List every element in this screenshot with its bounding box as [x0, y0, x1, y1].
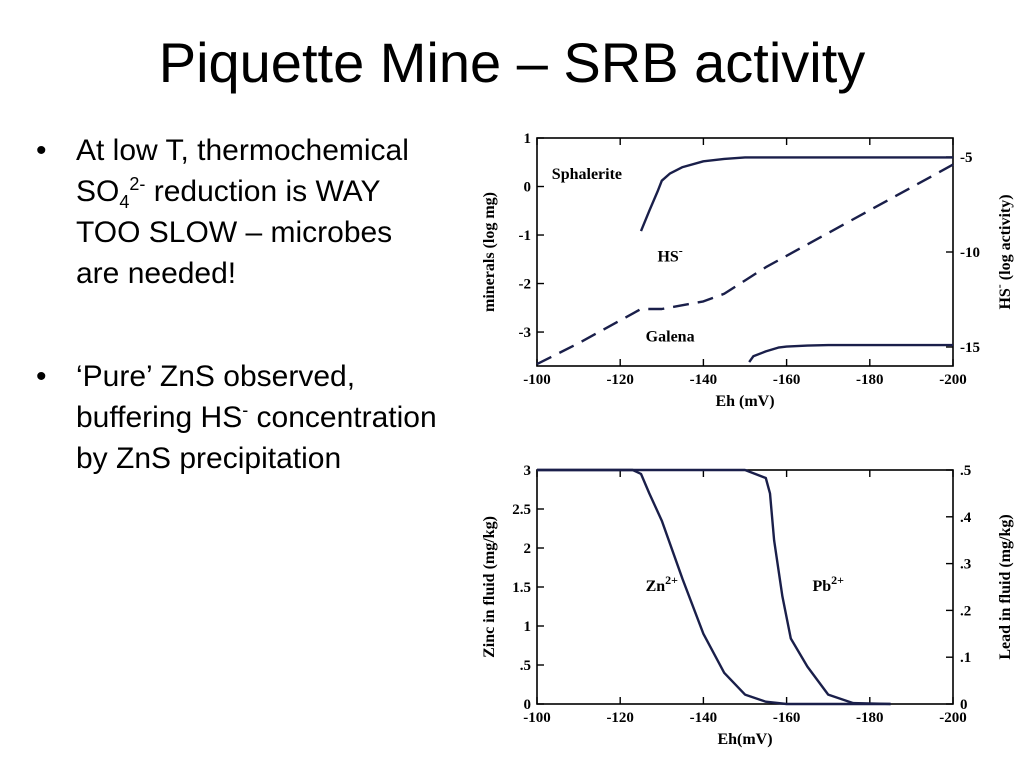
bullet-text-1: At low T, thermochemical SO42- reduction… [76, 134, 409, 290]
bullet-text-2: ‘Pure’ ZnS observed, buffering HS- conce… [76, 360, 437, 475]
series-annotation: Sphalerite [552, 166, 622, 183]
x-tick-label: -100 [523, 710, 551, 726]
x-tick-label: -200 [939, 372, 967, 388]
y-axis-label: minerals (log mg) [481, 192, 498, 312]
y2-tick-label: .3 [960, 557, 971, 573]
x-tick-label: -120 [606, 710, 634, 726]
x-tick-label: -140 [690, 710, 718, 726]
y2-tick-label: -10 [960, 245, 980, 261]
bullet-marker: • [36, 360, 47, 393]
bullet-item-2: • ‘Pure’ ZnS observed, buffering HS- con… [30, 356, 440, 479]
bullet-2-part1: ‘Pure’ ZnS observed, buffering HS [76, 360, 356, 434]
series-line-pb2- [537, 468, 891, 706]
x-tick-label: -200 [939, 710, 967, 726]
x-tick-label: -100 [523, 372, 551, 388]
y2-tick-label: 0 [960, 697, 968, 713]
y2-tick-label: .5 [960, 463, 971, 479]
y-tick-label: -1 [519, 228, 532, 244]
x-tick-label: -120 [606, 372, 634, 388]
x-tick-label: -180 [856, 710, 884, 726]
series-line-zn2- [537, 468, 891, 706]
eh-fluid-chart: -100 -120 -140 -160 -180 -20032.521.51.50.5.4… [481, 463, 1014, 748]
series-line-sphalerite [639, 156, 953, 232]
y-tick-label: -2 [519, 277, 532, 293]
y-tick-label: 3 [524, 463, 532, 479]
y2-axis-label: HS- (log activity) [992, 194, 1014, 309]
y2-tick-label: -15 [960, 340, 980, 356]
series-line-hs- [536, 163, 954, 366]
bullet-item-1: • At low T, thermochemical SO42- reducti… [30, 130, 440, 294]
y-tick-label: 2 [524, 541, 532, 557]
series-annotation: Galena [646, 329, 695, 346]
y-tick-label: .5 [520, 658, 531, 674]
y-axis-label: Zinc in fluid (mg/kg) [481, 516, 498, 658]
slide-title: Piquette Mine – SRB activity [158, 31, 866, 94]
y2-tick-label: .1 [960, 650, 971, 666]
y2-tick-label: -5 [960, 150, 973, 166]
bullet-2-superscript: - [242, 400, 249, 420]
y2-tick-label: .4 [960, 510, 972, 526]
y-tick-label: 0 [524, 180, 532, 196]
bullet-1-superscript: 2- [129, 174, 146, 194]
bullet-2-part2: concentration by ZnS precipitation [76, 401, 437, 475]
eh-minerals-chart: -100 -120 -140 -160 -180 -200 1 0 -1 -2 -3 -5 -10 -15… [481, 131, 1014, 410]
bullet-1-part1: At low T, thermochemical SO [76, 134, 409, 208]
y-tick-label: 1 [524, 131, 532, 147]
y-tick-label: 1 [524, 619, 532, 635]
bullet-1-subscript: 4 [119, 192, 130, 212]
series-annotation: HS- [657, 244, 682, 266]
bullet-list: • At low T, thermochemical SO42- reducti… [30, 130, 440, 541]
y2-axis-label: Lead in fluid (mg/kg) [997, 514, 1014, 659]
series-annotation: Zn2+ [646, 573, 679, 595]
y-tick-label: 0 [524, 697, 532, 713]
x-tick-label: -140 [690, 372, 718, 388]
series-annotation: Pb2+ [812, 573, 844, 595]
series-line-galena [748, 343, 953, 363]
x-axis-label: Eh (mV) [715, 393, 774, 410]
x-tick-label: -180 [856, 372, 884, 388]
y2-tick-label: .2 [960, 603, 971, 619]
x-axis-label: Eh(mV) [717, 731, 772, 748]
x-tick-label: -160 [773, 710, 801, 726]
y-tick-label: -3 [519, 325, 532, 341]
bullet-marker: • [36, 134, 47, 167]
y-tick-label: 1.5 [512, 580, 531, 596]
y-tick-label: 2.5 [512, 502, 531, 518]
plot-frame [536, 469, 954, 705]
x-tick-label: -160 [773, 372, 801, 388]
bullet-1-part2: reduction is WAY TOO SLOW – microbes are… [76, 175, 393, 290]
